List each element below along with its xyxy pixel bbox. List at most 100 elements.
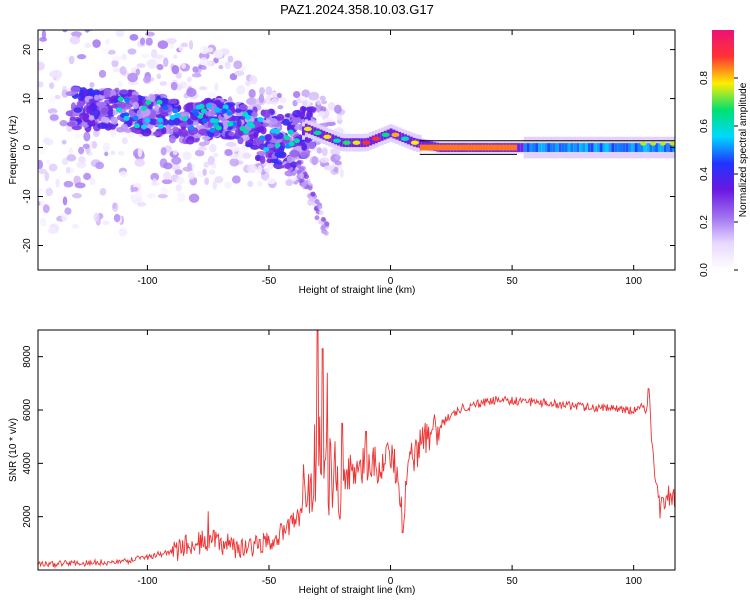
heatmap-cell <box>227 121 234 127</box>
heatmap-cell <box>579 143 583 152</box>
heatmap-cell <box>88 114 95 121</box>
heatmap-cell <box>111 55 122 61</box>
heatmap-cell <box>640 141 647 146</box>
heatmap-cell <box>192 66 199 73</box>
heatmap-cell <box>98 21 103 26</box>
heatmap-cell <box>237 136 244 145</box>
colorbar-tick-label: 0.0 <box>699 263 710 277</box>
heatmap-cell <box>303 126 312 132</box>
heatmap-cell <box>131 186 139 192</box>
spectrogram-x-label: Height of straight line (km) <box>299 285 416 296</box>
heatmap-cell <box>74 21 84 27</box>
heatmap-cell <box>204 177 210 185</box>
heatmap-cell <box>325 121 336 126</box>
heatmap-cell <box>207 47 214 53</box>
heatmap-cell <box>39 146 46 155</box>
heatmap-cell <box>59 120 68 127</box>
heatmap-cell <box>263 146 270 152</box>
heatmap-cell <box>89 177 96 186</box>
heatmap-cell <box>86 106 92 114</box>
heatmap-cell <box>126 131 135 139</box>
heatmap-cell <box>48 163 58 172</box>
heatmap-cell <box>89 82 95 88</box>
heatmap-cell <box>262 109 271 119</box>
heatmap-cell <box>245 80 251 87</box>
x-tick-label: -100 <box>137 576 157 587</box>
heatmap-cell <box>233 60 243 70</box>
snr-x-label: Height of straight line (km) <box>299 585 416 596</box>
heatmap-cell <box>228 131 235 137</box>
colorbar-tick-label: 0.2 <box>699 215 710 229</box>
heatmap-cell <box>299 151 309 160</box>
heatmap-cell <box>657 143 661 152</box>
heatmap-cell <box>102 142 110 152</box>
heatmap-cell <box>544 143 548 152</box>
heatmap-cell <box>285 179 294 186</box>
heatmap-cell <box>72 6 78 13</box>
heatmap-cell <box>520 143 524 152</box>
heatmap-cell <box>398 131 402 141</box>
heatmap-cell <box>199 57 208 65</box>
heatmap-cell <box>79 87 87 94</box>
heatmap-cell <box>152 177 157 186</box>
heatmap-cell <box>587 143 591 152</box>
heatmap-cell <box>314 199 320 205</box>
heatmap-cell <box>331 134 335 144</box>
heatmap-cell <box>541 143 545 152</box>
heatmap-cell <box>95 161 105 170</box>
heatmap-cell <box>418 139 422 149</box>
heatmap-cell <box>153 130 163 137</box>
heatmap-cell <box>121 53 127 61</box>
heatmap-cell <box>224 181 232 189</box>
heatmap-cell <box>78 156 86 164</box>
heatmap-cell <box>314 215 320 221</box>
heatmap-cell <box>336 114 343 121</box>
spectrogram-x-axis: -100 -50 0 50 100 <box>137 30 642 287</box>
heatmap-cell <box>38 61 45 71</box>
heatmap-cell <box>38 201 41 206</box>
heatmap-cell <box>517 143 521 152</box>
heatmap-cell <box>301 143 308 151</box>
heatmap-cell <box>159 81 168 86</box>
heatmap-cell <box>176 176 185 185</box>
heatmap-cell <box>87 88 95 97</box>
heatmap-cell <box>259 155 266 164</box>
heatmap-cell <box>171 65 180 75</box>
heatmap-cell <box>240 65 247 72</box>
heatmap-cell <box>538 143 542 152</box>
heatmap-cell <box>244 143 253 148</box>
spectrogram-y-label: Frequency (Hz) <box>8 116 19 185</box>
heatmap-cell <box>168 135 176 144</box>
heatmap-cell <box>198 128 209 136</box>
figure-title: PAZ1.2024.358.10.03.G17 <box>280 2 434 17</box>
heatmap-cell <box>391 132 400 138</box>
heatmap-cell <box>305 136 311 144</box>
heatmap-cell <box>76 100 85 107</box>
heatmap-cell <box>61 212 68 222</box>
heatmap-cell <box>313 130 322 136</box>
heatmap-cell <box>83 131 91 142</box>
heatmap-cell <box>198 86 208 91</box>
heatmap-cell <box>157 117 164 123</box>
heatmap-cell <box>319 157 330 164</box>
heatmap-cell <box>203 161 210 168</box>
heatmap-cell <box>68 55 75 65</box>
heatmap-cell <box>258 135 265 141</box>
heatmap-cell <box>249 75 258 85</box>
heatmap-cell <box>147 59 157 69</box>
heatmap-cell <box>229 73 238 81</box>
heatmap-cell <box>118 227 128 237</box>
heatmap-cell <box>83 172 92 181</box>
heatmap-cell <box>211 163 217 169</box>
snr-x-axis: -100 -50 0 50 100 <box>137 330 642 587</box>
heatmap-cell <box>389 128 393 138</box>
heatmap-cell <box>201 135 211 141</box>
heatmap-cell <box>130 94 139 104</box>
heatmap-cell <box>555 143 559 152</box>
heatmap-cell <box>320 216 326 222</box>
heatmap-cell <box>188 125 195 131</box>
heatmap-cell <box>133 123 140 129</box>
heatmap-cell <box>231 175 241 184</box>
heatmap-cell <box>294 125 300 131</box>
heatmap-cell <box>410 140 419 145</box>
